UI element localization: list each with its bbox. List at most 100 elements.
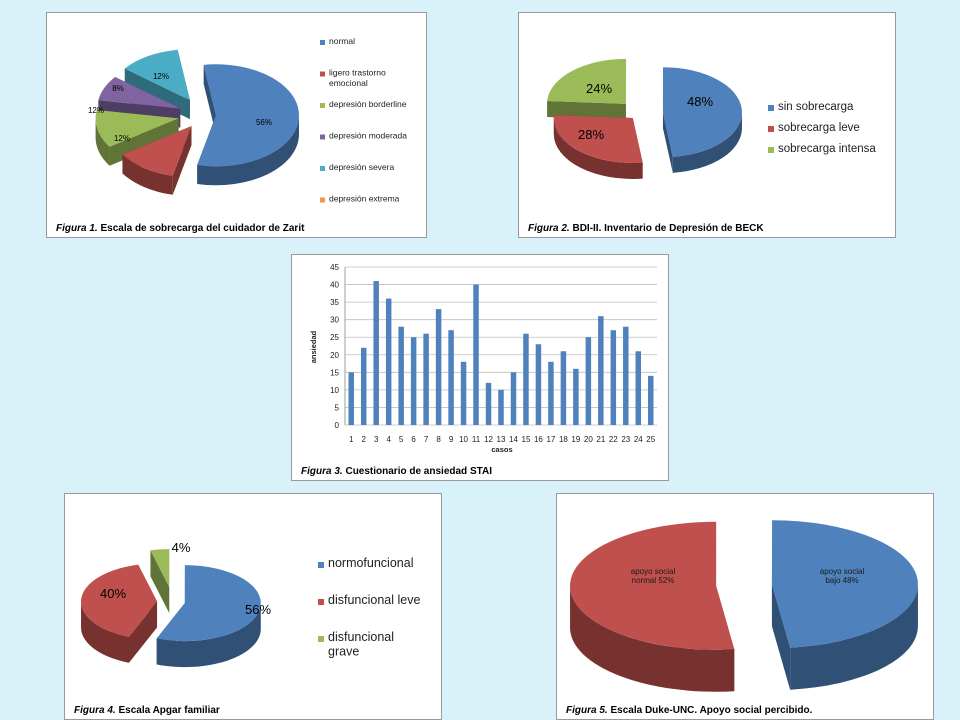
y-tick-label: 35 bbox=[330, 298, 339, 307]
x-tick-label: 12 bbox=[484, 435, 493, 444]
bar bbox=[460, 361, 467, 425]
legend-label: depresión moderada bbox=[329, 131, 407, 141]
bar bbox=[385, 298, 392, 425]
legend-label: normal bbox=[329, 36, 355, 46]
figure-5-caption: Figura 5. Escala Duke-UNC. Apoyo social … bbox=[566, 705, 813, 716]
pie-data-label: 12% bbox=[153, 72, 169, 81]
bar bbox=[448, 330, 454, 425]
bar bbox=[360, 347, 367, 425]
pie-data-label: 24% bbox=[586, 81, 612, 96]
legend-entry: ligero trastorno emocional bbox=[320, 68, 386, 88]
figure-3-caption: Figura 3. Cuestionario de ansiedad STAI bbox=[301, 466, 492, 477]
figure-2-caption: Figura 2. BDI-II. Inventario de Depresió… bbox=[528, 223, 764, 234]
figure-4-caption: Figura 4. Escala Apgar familiar bbox=[74, 705, 220, 716]
pie-data-label: 12% bbox=[114, 134, 130, 143]
pie-data-label: 12% bbox=[88, 106, 104, 115]
pie-data-label: apoyo social bajo 48% bbox=[820, 567, 865, 585]
x-tick-label: 11 bbox=[472, 435, 481, 444]
pie-slice bbox=[771, 520, 918, 690]
pie-slice bbox=[570, 521, 735, 692]
bar bbox=[510, 372, 517, 425]
bar bbox=[473, 284, 479, 425]
legend-label: disfuncional leve bbox=[328, 593, 420, 607]
legend-swatch bbox=[318, 599, 324, 605]
legend-label: disfuncional grave bbox=[328, 630, 394, 659]
pie-slice bbox=[122, 126, 192, 195]
x-tick-label: 20 bbox=[584, 435, 593, 444]
bar bbox=[585, 337, 592, 425]
bar bbox=[435, 309, 442, 425]
legend-swatch bbox=[320, 103, 325, 108]
figure-1-caption: Figura 1. Escala de sobrecarga del cuida… bbox=[56, 223, 305, 234]
legend-swatch bbox=[768, 126, 774, 132]
bar bbox=[648, 375, 654, 425]
y-tick-label: 10 bbox=[330, 386, 339, 395]
y-tick-label: 15 bbox=[330, 368, 339, 377]
figure-1-panel: 56% 12% 12% 8% 12% normal ligero trastorno emoc… bbox=[46, 12, 427, 238]
bar bbox=[548, 361, 554, 425]
legend-label: depresión borderline bbox=[329, 99, 407, 109]
x-tick-label: 1 bbox=[349, 435, 354, 444]
y-axis-label: ansiedad bbox=[309, 330, 318, 363]
x-tick-label: 10 bbox=[459, 435, 468, 444]
x-tick-label: 24 bbox=[634, 435, 643, 444]
x-tick-label: 23 bbox=[621, 435, 630, 444]
x-tick-label: 6 bbox=[411, 435, 416, 444]
figure-5-panel: apoyo social bajo 48% apoyo social normal 5… bbox=[556, 493, 934, 720]
bar bbox=[573, 368, 579, 425]
pie-slice bbox=[156, 565, 261, 668]
pie-data-label: apoyo social normal 52% bbox=[631, 567, 676, 585]
pie-data-label: 56% bbox=[256, 118, 272, 127]
bar bbox=[410, 337, 417, 425]
legend-entry: sobrecarga intensa bbox=[768, 143, 876, 155]
pie-data-label: 40% bbox=[100, 586, 126, 601]
x-tick-label: 4 bbox=[386, 435, 391, 444]
y-tick-label: 30 bbox=[330, 316, 339, 325]
bar bbox=[485, 382, 492, 425]
x-tick-label: 2 bbox=[361, 435, 366, 444]
x-tick-label: 7 bbox=[424, 435, 429, 444]
legend-entry: normofuncional bbox=[318, 556, 413, 570]
x-axis-label: casos bbox=[491, 445, 512, 454]
x-tick-label: 18 bbox=[559, 435, 568, 444]
pie-slice bbox=[662, 67, 742, 173]
bar bbox=[610, 330, 617, 425]
legend-swatch bbox=[318, 562, 324, 568]
bar bbox=[623, 326, 629, 425]
pie-data-label: 48% bbox=[687, 94, 713, 109]
legend-entry: depresión extrema bbox=[320, 194, 400, 204]
legend-swatch bbox=[320, 197, 325, 203]
bar bbox=[398, 326, 404, 425]
figure-4-panel: 56% 40% 4% normofuncional disfuncional leve d… bbox=[64, 493, 442, 720]
legend-entry: depresión borderline bbox=[320, 99, 407, 109]
pie-slice bbox=[95, 109, 179, 166]
legend-swatch bbox=[768, 147, 774, 153]
bar bbox=[560, 351, 567, 425]
legend-label: sobrecarga intensa bbox=[778, 143, 876, 155]
legend-swatch bbox=[320, 134, 325, 140]
x-tick-label: 22 bbox=[609, 435, 618, 444]
pie-slice bbox=[81, 564, 158, 663]
pie-data-label: 56% bbox=[245, 602, 271, 617]
bar bbox=[498, 389, 504, 425]
bar bbox=[598, 316, 604, 425]
bar bbox=[523, 333, 529, 425]
legend-entry: depresión moderada bbox=[320, 131, 407, 141]
pie-slice bbox=[150, 549, 170, 614]
x-tick-label: 21 bbox=[596, 435, 605, 444]
x-tick-label: 17 bbox=[546, 435, 555, 444]
pie-slice bbox=[547, 58, 627, 120]
bar bbox=[635, 351, 642, 425]
legend-entry: sin sobrecarga bbox=[768, 101, 854, 113]
pie-slice bbox=[197, 64, 299, 186]
y-tick-label: 45 bbox=[330, 263, 339, 272]
y-tick-label: 40 bbox=[330, 281, 339, 290]
y-tick-label: 25 bbox=[330, 333, 339, 342]
legend-entry: normal bbox=[320, 36, 355, 46]
x-tick-label: 14 bbox=[509, 435, 518, 444]
figure-5-pie-chart: apoyo social bajo 48% apoyo social normal 5… bbox=[570, 520, 918, 692]
x-tick-label: 3 bbox=[374, 435, 379, 444]
pie-data-label: 4% bbox=[172, 540, 191, 555]
legend-swatch bbox=[320, 40, 325, 45]
